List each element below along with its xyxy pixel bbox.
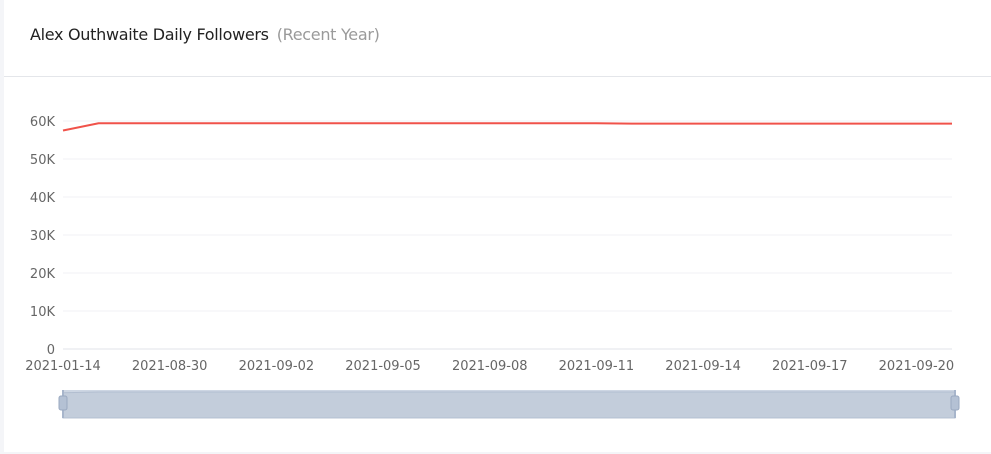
y-tick-label: 50K — [30, 153, 56, 168]
card-header: Alex Outhwaite Daily Followers (Recent Ye… — [4, 0, 991, 77]
zoom-handle-right[interactable] — [950, 395, 960, 411]
x-tick-label: 2021-09-14 — [665, 359, 741, 374]
x-tick-label: 2021-01-14 — [25, 359, 101, 374]
zoom-handle-left[interactable] — [58, 395, 68, 411]
x-tick-label: 2021-09-20 — [879, 359, 955, 374]
y-tick-label: 40K — [30, 191, 56, 206]
zoom-slider-preview — [62, 391, 956, 419]
y-tick-label: 30K — [30, 229, 56, 244]
chart-card: Alex Outhwaite Daily Followers (Recent Ye… — [4, 0, 991, 452]
x-tick-label: 2021-09-11 — [559, 359, 635, 374]
title-text: Alex Outhwaite Daily Followers — [30, 25, 269, 44]
chart-title: Alex Outhwaite Daily Followers (Recent Ye… — [30, 25, 380, 44]
x-tick-label: 2021-08-30 — [132, 359, 208, 374]
y-tick-label: 20K — [30, 267, 56, 282]
y-tick-label: 60K — [30, 115, 56, 130]
x-tick-label: 2021-09-08 — [452, 359, 528, 374]
x-tick-label: 2021-09-02 — [239, 359, 315, 374]
y-tick-label: 10K — [30, 305, 56, 320]
x-tick-label: 2021-09-17 — [772, 359, 848, 374]
x-tick-label: 2021-09-05 — [345, 359, 421, 374]
zoom-slider-selection[interactable] — [63, 390, 955, 418]
subtitle-text: (Recent Year) — [276, 25, 380, 44]
followers-line — [62, 122, 952, 132]
y-tick-label: 0 — [47, 343, 55, 358]
